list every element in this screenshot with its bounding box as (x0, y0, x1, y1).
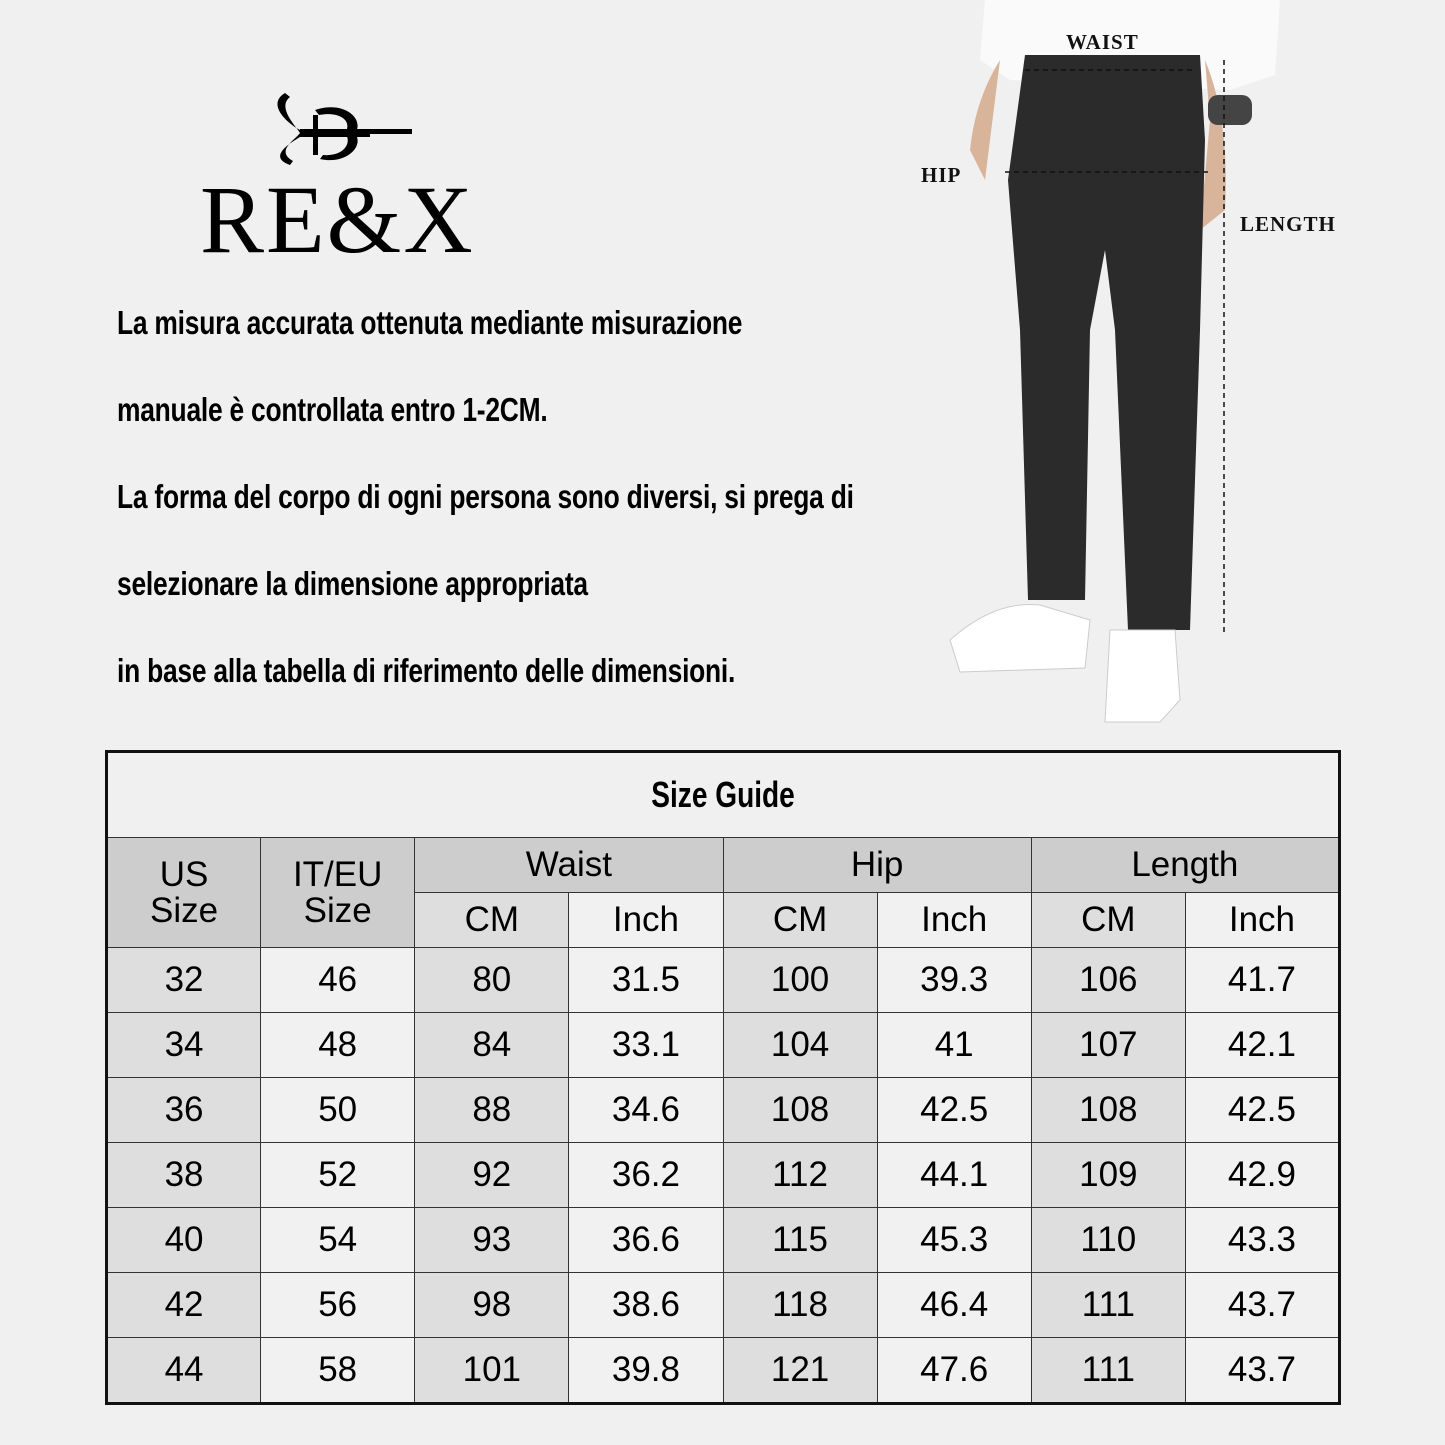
table-cell: 88 (414, 1077, 570, 1143)
table-cell: 100 (722, 947, 878, 1013)
table-cell: 43.7 (1184, 1337, 1341, 1404)
description: La misura accurata ottenuta mediante mis… (117, 300, 1017, 735)
table-cell: 56 (260, 1272, 416, 1338)
table-cell: 32 (105, 947, 262, 1013)
unit-header: Inch (568, 892, 724, 948)
table-cell: 42.9 (1184, 1142, 1341, 1208)
table-cell: 108 (1030, 1077, 1186, 1143)
table-cell: 80 (414, 947, 570, 1013)
table-cell: 36.6 (568, 1207, 724, 1273)
table-cell: 111 (1030, 1272, 1186, 1338)
table-cell: 42.1 (1184, 1012, 1341, 1078)
table-cell: 44 (105, 1337, 262, 1404)
table-cell: 41.7 (1184, 947, 1341, 1013)
model-figure: WAIST HIP LENGTH (900, 0, 1445, 730)
table-cell: 52 (260, 1142, 416, 1208)
table-cell: 111 (1030, 1337, 1186, 1404)
table-cell: 98 (414, 1272, 570, 1338)
table-cell: 43.7 (1184, 1272, 1341, 1338)
table-row: 32 46 80 31.5 100 39.3 106 41.7 (105, 947, 1341, 1013)
table-cell: 45.3 (876, 1207, 1032, 1273)
table-cell: 92 (414, 1142, 570, 1208)
table-cell: 40 (105, 1207, 262, 1273)
table-cell: 48 (260, 1012, 416, 1078)
length-label: LENGTH (1240, 212, 1336, 236)
table-cell: 58 (260, 1337, 416, 1404)
description-line: manuale è controllata entro 1-2CM. (117, 391, 548, 428)
header-hip: Hip (722, 837, 1032, 893)
header-us-size: US Size (105, 837, 262, 948)
table-cell: 47.6 (876, 1337, 1032, 1404)
table-cell: 34 (105, 1012, 262, 1078)
unit-header: CM (722, 892, 878, 948)
table-cell: 54 (260, 1207, 416, 1273)
table-cell: 42.5 (1184, 1077, 1341, 1143)
table-row: 42 56 98 38.6 118 46.4 111 43.7 (105, 1272, 1341, 1338)
description-line: selezionare la dimensione appropriata (117, 565, 588, 602)
table-cell: 121 (722, 1337, 878, 1404)
table-cell: 46.4 (876, 1272, 1032, 1338)
table-row: 44 58 101 39.8 121 47.6 111 43.7 (105, 1337, 1341, 1404)
table-cell: 118 (722, 1272, 878, 1338)
table-cell: 109 (1030, 1142, 1186, 1208)
table-cell: 84 (414, 1012, 570, 1078)
table-row: 38 52 92 36.2 112 44.1 109 42.9 (105, 1142, 1341, 1208)
unit-header: Inch (1184, 892, 1341, 948)
table-cell: 41 (876, 1012, 1032, 1078)
table-cell: 42.5 (876, 1077, 1032, 1143)
table-cell: 104 (722, 1012, 878, 1078)
header-waist: Waist (414, 837, 724, 893)
table-cell: 101 (414, 1337, 570, 1404)
unit-header: CM (1030, 892, 1186, 948)
description-line: La forma del corpo di ogni persona sono … (117, 478, 854, 515)
table-cell: 39.8 (568, 1337, 724, 1404)
table-cell: 112 (722, 1142, 878, 1208)
table-cell: 46 (260, 947, 416, 1013)
table-cell: 107 (1030, 1012, 1186, 1078)
header-iteu-size: IT/EU Size (260, 837, 416, 948)
description-line: in base alla tabella di riferimento dell… (117, 652, 736, 689)
table-cell: 34.6 (568, 1077, 724, 1143)
table-cell: 38 (105, 1142, 262, 1208)
table-cell: 36 (105, 1077, 262, 1143)
table-cell: 93 (414, 1207, 570, 1273)
table-cell: 50 (260, 1077, 416, 1143)
brand-name: RE&X (200, 166, 475, 273)
table-title: Size Guide (106, 751, 1340, 838)
table-cell: 115 (722, 1207, 878, 1273)
table-cell: 38.6 (568, 1272, 724, 1338)
table-cell: 106 (1030, 947, 1186, 1013)
table-cell: 33.1 (568, 1012, 724, 1078)
waist-label: WAIST (1066, 30, 1139, 54)
description-line: La misura accurata ottenuta mediante mis… (117, 304, 743, 341)
header-length: Length (1030, 837, 1341, 893)
unit-header: CM (414, 892, 570, 948)
table-cell: 43.3 (1184, 1207, 1341, 1273)
hip-label: HIP (921, 163, 962, 187)
table-cell: 42 (105, 1272, 262, 1338)
unit-header: Inch (876, 892, 1032, 948)
table-row: 34 48 84 33.1 104 41 107 42.1 (105, 1012, 1341, 1078)
anchor-arrow-logo-icon (277, 93, 412, 165)
table-cell: 44.1 (876, 1142, 1032, 1208)
table-cell: 36.2 (568, 1142, 724, 1208)
table-cell: 110 (1030, 1207, 1186, 1273)
table-cell: 108 (722, 1077, 878, 1143)
size-guide-table: Size Guide US Size IT/EU Size Waist Hip … (105, 750, 1341, 1405)
table-cell: 31.5 (568, 947, 724, 1013)
jeans-model-image (949, 0, 1280, 723)
table-cell: 39.3 (876, 947, 1032, 1013)
table-row: 36 50 88 34.6 108 42.5 108 42.5 (105, 1077, 1341, 1143)
table-row: 40 54 93 36.6 115 45.3 110 43.3 (105, 1207, 1341, 1273)
